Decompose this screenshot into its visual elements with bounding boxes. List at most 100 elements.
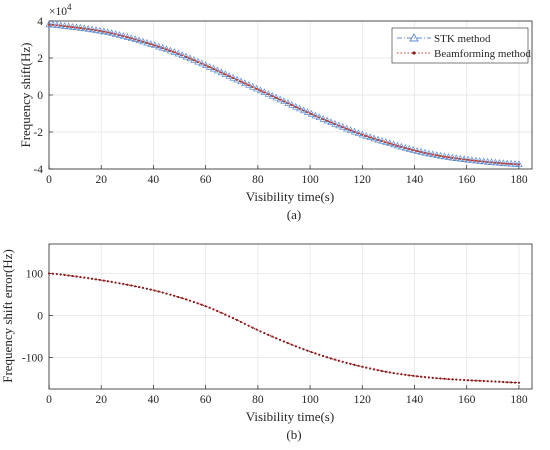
chart-a-series-1-point [130, 37, 133, 40]
chart-a-series-1-point [314, 114, 317, 117]
chart-a-series-1-point [408, 148, 411, 151]
chart-a-series-1-point [231, 76, 235, 80]
chart-b-series-0-point [130, 284, 133, 287]
chart-a-series-1-point [423, 151, 427, 155]
chart-a-series-0-point [296, 104, 304, 112]
chart-a-series-1-point [482, 160, 485, 163]
chart-b-series-0-point [510, 381, 513, 384]
chart-b-series-0-point [404, 373, 407, 376]
chart-b-series-0-point [98, 278, 102, 282]
chart-b-series-0-point [423, 376, 427, 379]
chart-a-series-0-point [299, 106, 308, 114]
chart-b-series-0-point [149, 288, 152, 291]
chart-a-series-1-point [220, 71, 223, 74]
chart-a-series-1-point [51, 23, 55, 27]
chart-b-series-0-point [263, 332, 266, 335]
chart-a-series-1-point [216, 69, 219, 72]
chart-a-series-0-point [456, 154, 464, 162]
chart-a-panel-label: (a) [287, 207, 301, 222]
chart-b-series-0-point [196, 302, 199, 305]
chart-a-series-1-point [459, 157, 462, 161]
chart-a-series-1-point [337, 124, 340, 127]
chart-a-series-1-point [122, 35, 125, 38]
chart-a-series-1-point [98, 29, 102, 33]
chart-a-series-0-point [104, 28, 112, 36]
chart-a-series-1-point [267, 93, 270, 96]
chart-b-series-0-point [79, 275, 82, 279]
chart-b-series-0-point [388, 371, 391, 374]
chart-a-series-0-point [80, 24, 88, 32]
chart-a-series-0-point [139, 37, 147, 45]
chart-a-series-1-point [184, 55, 188, 59]
chart-b-series-0-point [439, 377, 442, 380]
chart-b-series-0-point [396, 372, 399, 375]
chart-b-series-0-point [90, 277, 94, 280]
chart-b-series-0-point [235, 318, 239, 322]
chart-a-series-1-point [466, 158, 470, 162]
chart-a-series-0-point [319, 115, 327, 122]
chart-a-series-0-point [115, 31, 124, 38]
chart-b-series-0-point [459, 378, 462, 381]
chart-b-y-tick-label: 100 [26, 268, 44, 280]
chart-a-series-1-point [165, 48, 168, 51]
chart-b-series-0-point [333, 358, 336, 361]
chart-a-series-1-point [506, 162, 509, 165]
chart-b-series-0-point [490, 380, 493, 383]
chart-a-series-1-point [200, 62, 203, 65]
chart-a-series-0-point [213, 66, 221, 74]
chart-b-series-0-point [122, 282, 125, 286]
chart-a-series-1-point [388, 142, 391, 145]
chart-a-series-1-point [478, 160, 481, 163]
chart-b-series-0-point [145, 287, 149, 290]
chart-a-series-1-point [439, 154, 442, 158]
chart-a-series-0-point [158, 43, 167, 51]
chart-b-series-0-point [102, 279, 105, 282]
chart-a-series-1-point [259, 89, 262, 92]
chart-a-series-0-point [260, 88, 268, 96]
chart-b-series-0-point [427, 376, 430, 379]
chart-b-series-0-point [447, 377, 450, 381]
chart-a-series-0-point [198, 59, 206, 67]
chart-a-series-1-point [134, 38, 137, 41]
chart-a-series-1-point [447, 156, 450, 159]
chart-b-series-0-point [451, 378, 454, 381]
chart-b-panel-label: (b) [286, 427, 301, 442]
chart-a-series-1-point [239, 80, 242, 83]
chart-a-series-0-point [76, 23, 84, 31]
chart-b-series-0-point [184, 298, 188, 301]
chart-a-series-1-point [212, 67, 215, 71]
chart-b-x-tick-label: 160 [458, 394, 476, 406]
chart-b-series-0-point [517, 381, 521, 384]
chart-a-series-1-point [153, 44, 156, 47]
chart-a-x-tick-label: 120 [354, 174, 372, 186]
chart-b-series-0-point [498, 380, 501, 383]
chart-a-series-0-point [264, 90, 272, 97]
chart-a-series-1-point [192, 59, 195, 62]
chart-a-series-0-point [480, 157, 488, 165]
chart-a-series-0-point [182, 52, 190, 60]
chart-a-y-tick-label: 2 [37, 53, 43, 65]
chart-b-series-0-point [251, 326, 254, 329]
chart-b-series-0-point [267, 333, 270, 336]
chart-a-series-1-point [325, 119, 329, 122]
chart-a-series-1-point [329, 121, 333, 124]
chart-b-series-0-point [59, 273, 62, 276]
chart-a-series-0-point [354, 129, 362, 136]
chart-b-series-0-point [431, 376, 434, 379]
chart-a-series-0-point [268, 91, 276, 99]
chart-a-series-1-point [396, 144, 399, 147]
chart-b-frame [48, 243, 533, 390]
chart-a-series-1-point [451, 156, 454, 159]
legend-stk-triangle-marker [409, 33, 419, 42]
chart-a-series-1-point [173, 51, 176, 54]
chart-a-series-1-point [431, 153, 434, 156]
chart-b-series-0-point [165, 292, 168, 295]
chart-a-series-1-point [87, 28, 90, 31]
chart-b-x-tick-label: 80 [252, 394, 264, 406]
chart-b-series-0-point [306, 349, 309, 352]
chart-a-series-0-point [233, 75, 241, 83]
chart-a-series-1-point [384, 141, 387, 144]
chart-a-series-1-point [357, 132, 360, 135]
chart-a-series-0-point [217, 68, 225, 76]
chart-a-series-0-point [49, 20, 57, 28]
